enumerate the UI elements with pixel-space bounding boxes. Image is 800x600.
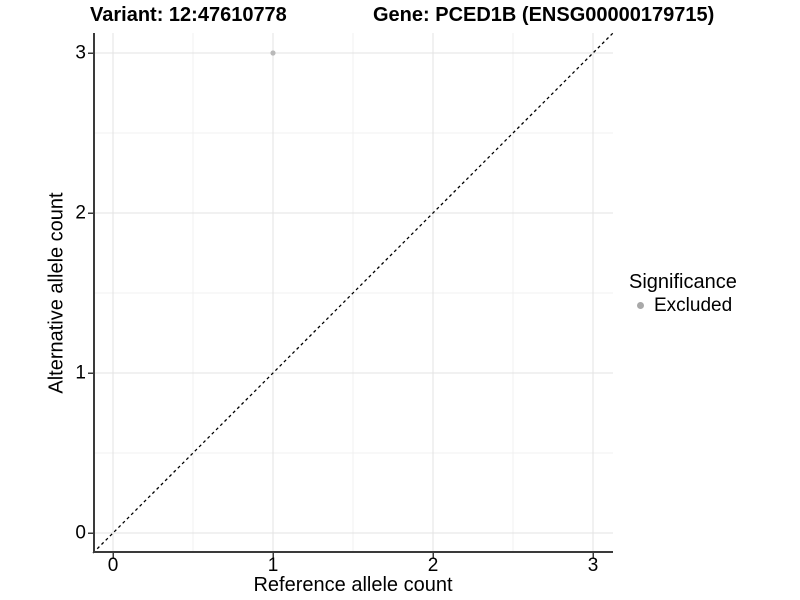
- legend-title: Significance: [629, 271, 737, 293]
- legend: Significance Excluded: [629, 271, 737, 316]
- y-tick-label: 1: [75, 362, 86, 384]
- x-tick-label: 3: [587, 555, 599, 576]
- legend-item-excluded: Excluded: [629, 295, 737, 316]
- excluded-dot-icon: [637, 302, 644, 309]
- plot-title-variant: Variant: 12:47610778: [90, 4, 287, 26]
- y-tick-label: 0: [75, 522, 86, 544]
- x-tick-label: 2: [427, 555, 439, 576]
- plot-title-gene: Gene: PCED1B (ENSG00000179715): [373, 4, 715, 26]
- identity-reference-line: [92, 32, 614, 554]
- x-tick-label: 0: [107, 555, 119, 576]
- data-point: [270, 50, 276, 56]
- y-axis-title: Alternative allele count: [45, 192, 68, 394]
- x-axis-title: Reference allele count: [253, 574, 453, 596]
- legend-item-label: Excluded: [654, 295, 733, 316]
- y-tick-label: 2: [75, 202, 86, 224]
- y-tick-label: 3: [75, 42, 86, 64]
- x-tick-label: 1: [267, 555, 279, 576]
